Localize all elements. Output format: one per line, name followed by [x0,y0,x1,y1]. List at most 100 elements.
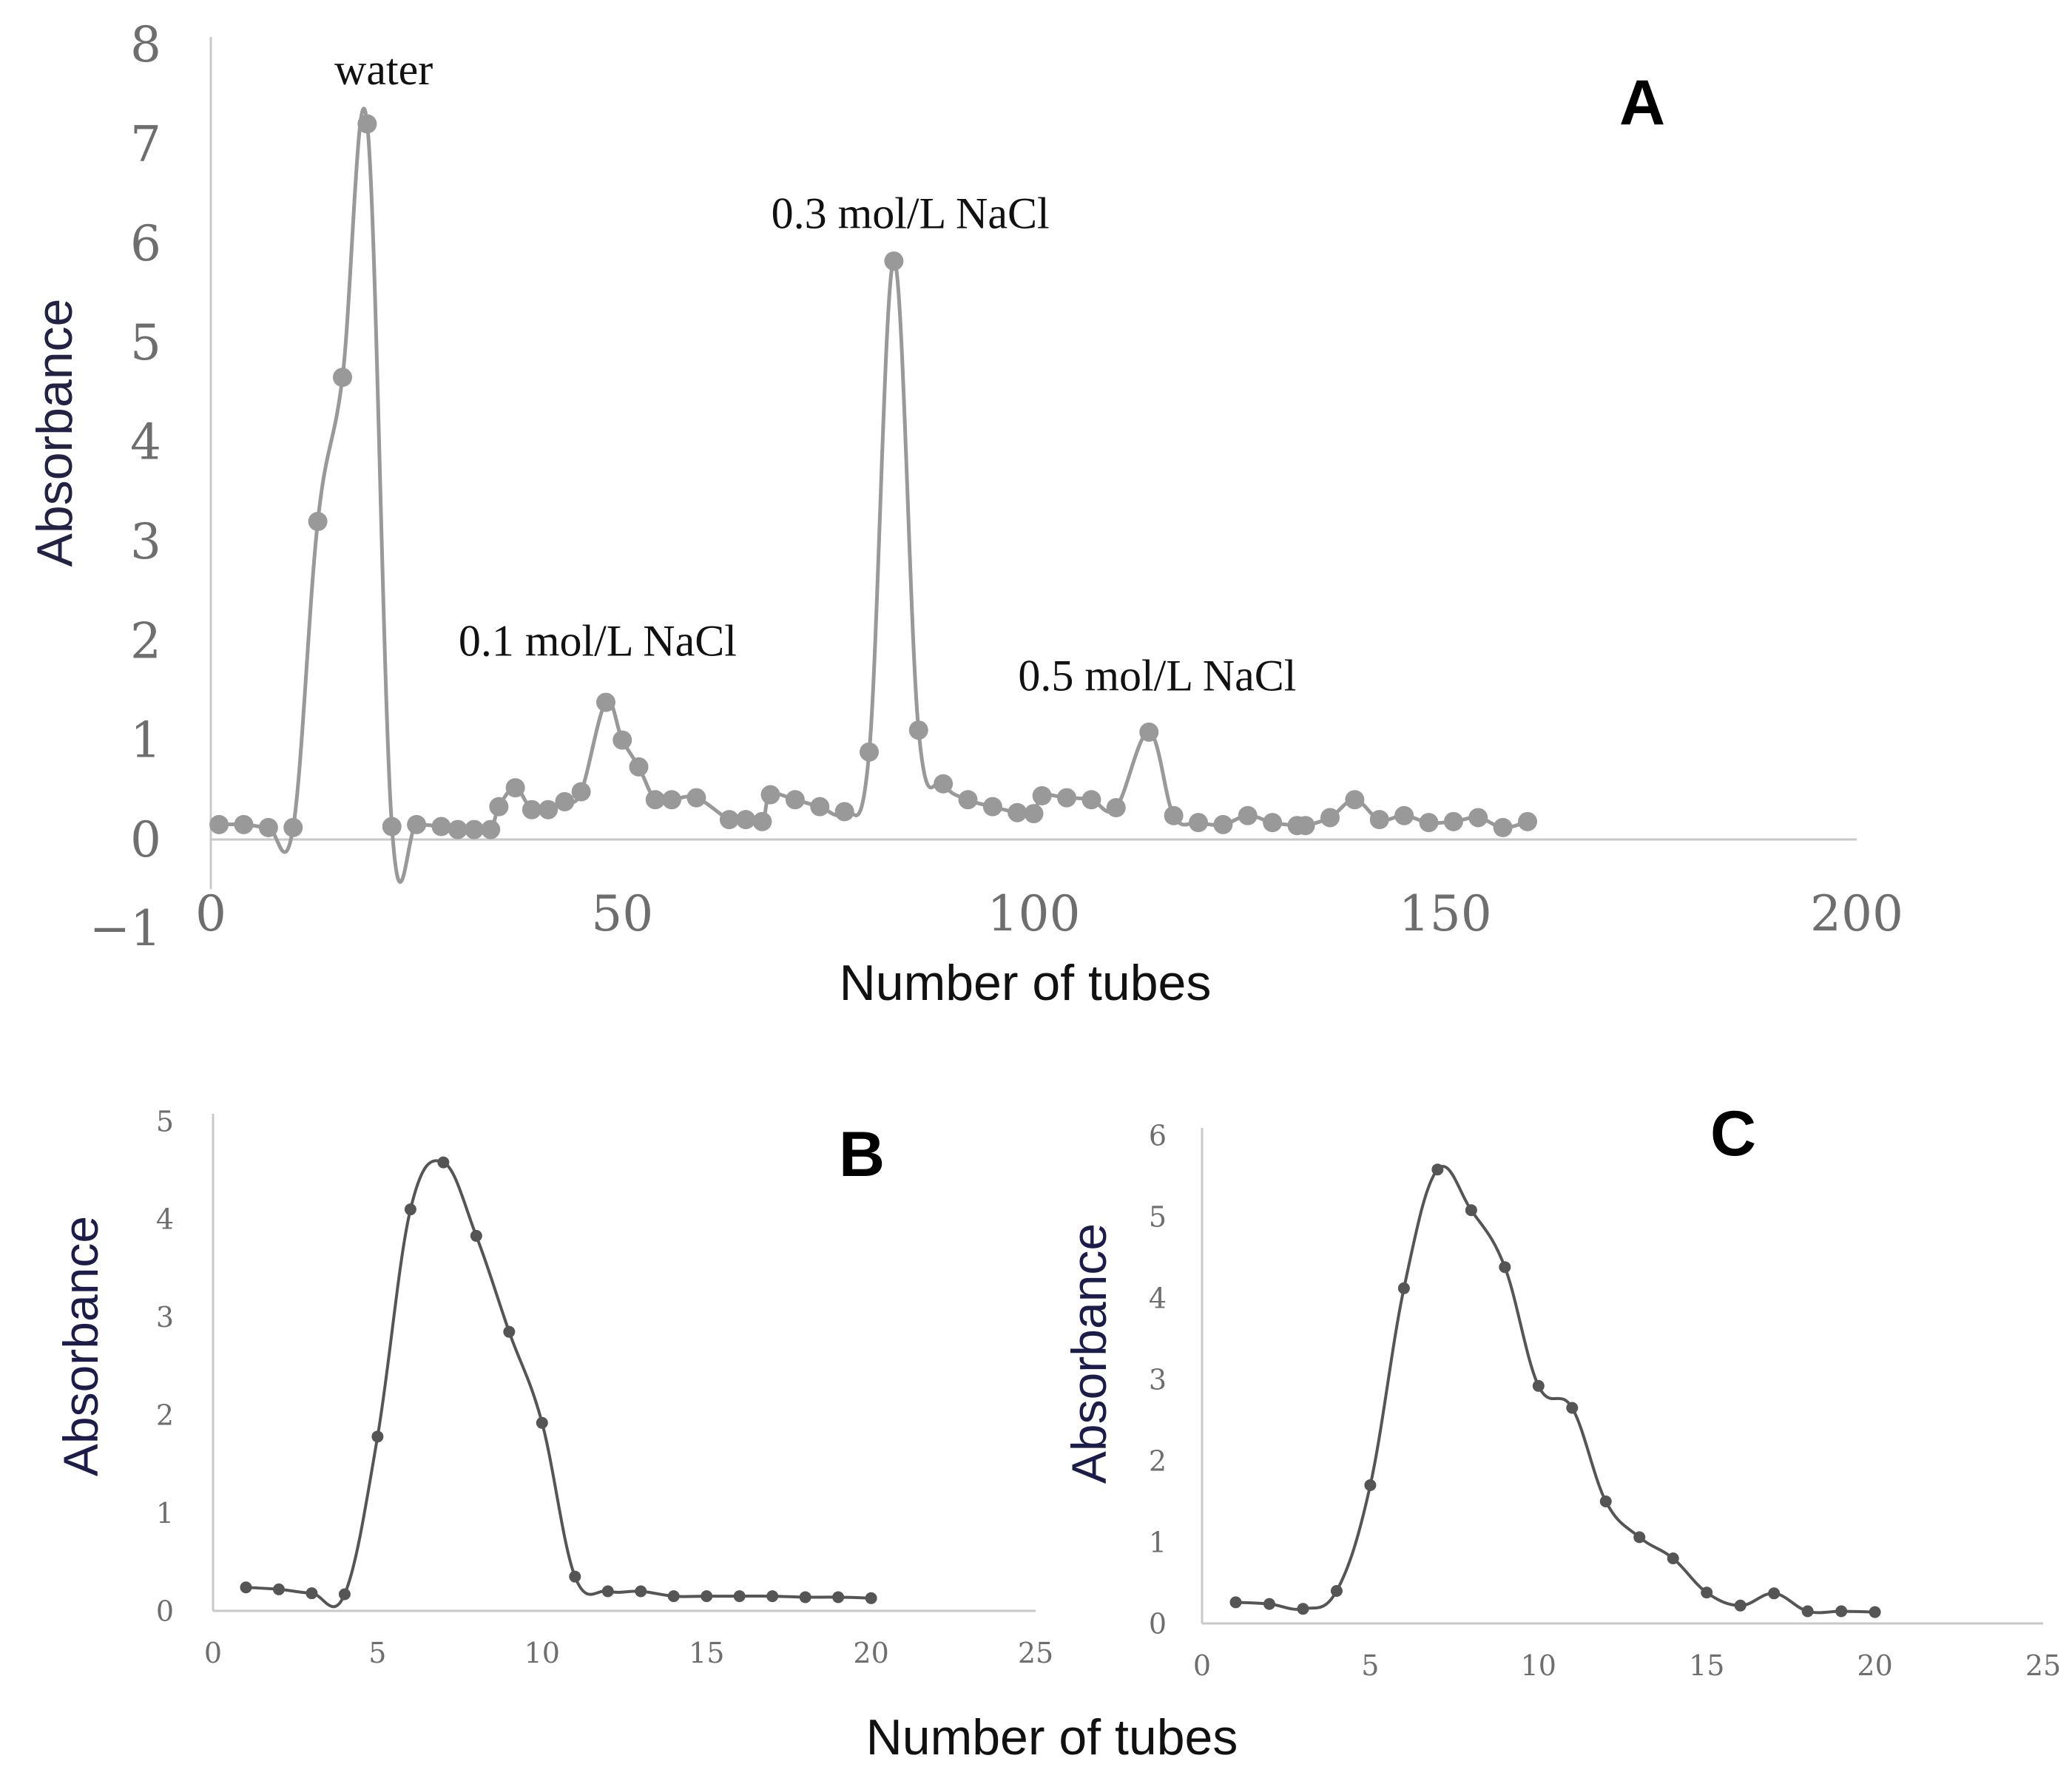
panel-a-y-tick-label: 2 [130,612,161,669]
panel-a-annotation: water [334,45,433,94]
panel-a-y-tick-label: 1 [130,712,161,769]
panel-a-x-axis-title: Number of tubes [840,955,1212,1011]
panel-b-data-point [470,1229,482,1242]
panel-c-chart: 0 1 2 3 4 5 6 0 5 10 15 20 25 C Absorbance [1062,1098,2061,1682]
panel-c-y-ticks: 0 1 2 3 4 5 6 [1149,1119,1167,1640]
panel-c-data-point [1599,1496,1612,1507]
panel-b-label: B [839,1119,885,1190]
panel-a-data-point [1419,813,1439,833]
panel-b-data-point [667,1590,680,1603]
panel-b-y-tick-label: 4 [156,1203,174,1236]
panel-b-axes [212,1114,1036,1612]
panel-a-data-point [1139,722,1159,742]
panel-c-x-tick-label: 5 [1361,1649,1379,1682]
panel-b-x-ticks: 0 5 10 15 20 25 [204,1637,1053,1669]
panel-a-x-tick-label: 0 [195,885,226,942]
panel-b-data-point [601,1585,614,1598]
panel-a-label: A [1619,67,1665,138]
panel-b-x-tick-label: 25 [1018,1637,1053,1669]
panel-a-data-point [539,800,559,819]
panel-c-y-tick-label: 0 [1149,1607,1167,1640]
panel-a-data-point [662,790,681,810]
panel-c-y-tick-label: 1 [1149,1526,1167,1558]
panel-b-data-point [569,1570,581,1583]
panel-a-data-point [629,757,649,777]
panel-a-annotations: water 0.1 mol/L NaCl 0.3 mol/L NaCl 0.5 mol… [334,45,1296,700]
panel-a-data-point [1081,790,1101,810]
panel-a-x-ticks: 0 50 100 150 200 [195,885,1903,942]
panel-a-data-point [596,692,615,712]
panel-a-data-point [382,817,402,837]
panel-c-data-point [1768,1587,1781,1600]
panel-c-data-point [1566,1402,1579,1414]
panel-a-annotation: 0.1 mol/L NaCl [459,616,737,665]
panel-c-data-point [1633,1531,1646,1544]
panel-b-x-tick-label: 20 [853,1637,888,1669]
panel-c-data-point [1397,1282,1410,1294]
panel-a-data-point [1189,813,1208,833]
panel-a-y-tick-label: 4 [130,414,161,471]
panel-a-data-point [1369,810,1389,830]
panel-a-x-tick-label: 50 [591,885,653,942]
panel-c-data-point [1734,1599,1747,1612]
panel-a-data-point [431,817,451,837]
panel-a-data-point [481,819,501,839]
panel-c-data-point [1499,1261,1511,1274]
panel-a-data-point [1032,785,1052,805]
panel-b-data-point [832,1591,845,1603]
panel-c-axes [1201,1128,2043,1625]
panel-a-data-point [760,785,780,805]
panel-a-data-point [1493,817,1513,837]
panel-a-data-point [982,797,1002,817]
panel-c-y-tick-label: 2 [1149,1444,1167,1477]
panel-c-y-axis-title: Absorbance [1062,1223,1116,1484]
panel-a-chart: −1 0 1 2 3 4 5 6 7 8 0 50 100 150 200 water 0.1 mol/L … [27,16,1903,1011]
panel-b-x-tick-label: 0 [204,1637,222,1669]
panel-c-data-point [1667,1552,1679,1564]
panel-b-data-point [371,1430,384,1443]
panel-c-data-point [1532,1379,1545,1392]
panel-a-annotation: 0.3 mol/L NaCl [772,189,1050,238]
panel-b-data-point [733,1590,746,1603]
panel-a-data-point [333,368,352,388]
panel-a-y-tick-label: 5 [130,314,161,371]
panel-a-data-point [834,802,854,822]
panel-a-data-point [234,814,254,834]
panel-a-data-point [860,742,879,762]
panel-b-data-point [272,1583,285,1595]
panel-b-data-point [437,1156,450,1169]
panel-b-y-tick-label: 5 [156,1105,174,1138]
panel-c-data-point [1330,1585,1343,1597]
panel-b-data-point [306,1587,318,1600]
panel-a-data-point [1106,798,1126,817]
panel-a-data-point [645,790,665,810]
panel-a-y-tick-label: 8 [130,16,161,73]
panel-a-data-point [686,788,706,808]
panel-a-data-point [1443,811,1463,831]
panel-c-x-tick-label: 0 [1193,1649,1211,1682]
panel-a-data-point [1057,788,1076,808]
panel-c-x-tick-label: 20 [1857,1649,1892,1682]
panel-a-data-point [1345,790,1365,810]
panel-a-y-axis-title: Absorbance [27,299,83,567]
panel-b-x-tick-label: 15 [689,1637,724,1669]
panel-a-x-tick-label: 150 [1399,885,1492,942]
panel-a-data-point [465,819,484,839]
panel-a-data-point [1518,811,1537,831]
panel-c-data-point [1465,1204,1477,1217]
panel-c-data-point [1869,1606,1881,1618]
panel-b-y-tick-label: 3 [156,1301,174,1334]
panel-a-data-point [357,114,377,134]
panel-b-x-tick-label: 10 [524,1637,560,1669]
panel-a-data-point [1468,808,1488,828]
panel-a-axes [209,37,1857,890]
panel-a-data-point [209,814,229,834]
panel-c-x-tick-label: 10 [1521,1649,1556,1682]
panel-a-data-point [1024,804,1044,824]
panel-a-data-point [571,782,591,802]
panel-a-y-tick-label: 0 [130,811,161,868]
bottom-x-axis-title: Number of tubes [866,1709,1238,1765]
panel-b-data-point [338,1588,351,1601]
panel-c-data-point [1263,1598,1275,1610]
